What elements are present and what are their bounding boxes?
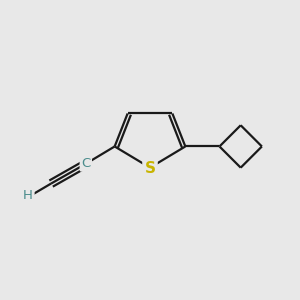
Text: C: C: [81, 157, 90, 170]
Text: H: H: [23, 189, 33, 202]
Text: S: S: [145, 161, 155, 176]
